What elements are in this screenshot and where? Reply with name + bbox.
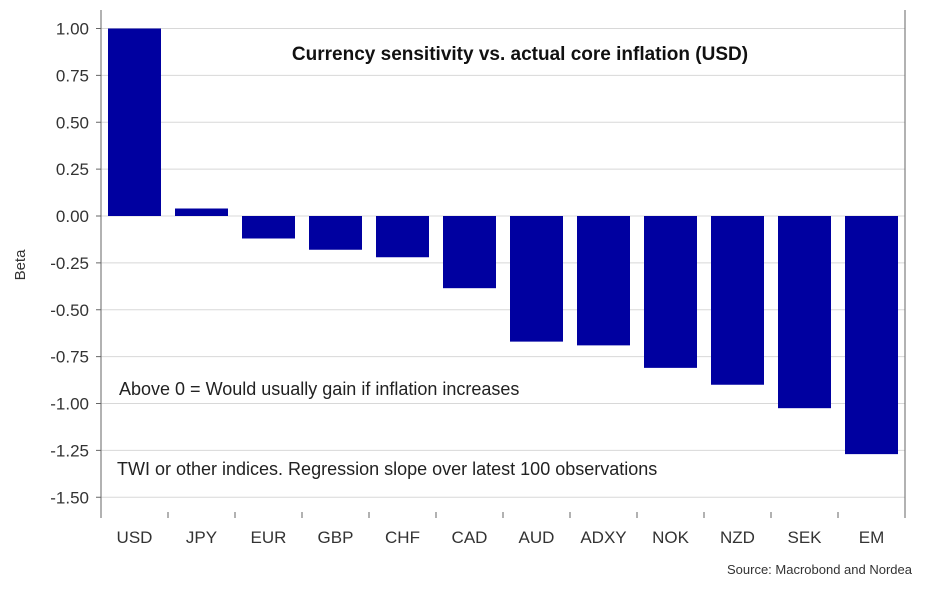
bar-gbp: [309, 216, 362, 250]
y-tick-label: -1.00: [50, 395, 89, 414]
y-tick-label: -0.50: [50, 301, 89, 320]
bar-usd: [108, 28, 161, 216]
y-tick-label: 0.00: [56, 207, 89, 226]
x-tick-label: EM: [859, 528, 885, 547]
y-tick-label: -0.25: [50, 254, 89, 273]
bar-eur: [242, 216, 295, 239]
x-tick-label: NZD: [720, 528, 755, 547]
x-tick-label: ADXY: [580, 528, 626, 547]
annotation-method: TWI or other indices. Regression slope o…: [117, 459, 657, 479]
x-tick-label: GBP: [318, 528, 354, 547]
x-tick-label: CAD: [452, 528, 488, 547]
x-tick-label: USD: [117, 528, 153, 547]
x-tick-label: CHF: [385, 528, 420, 547]
bar-sek: [778, 216, 831, 409]
y-axis-label: Beta: [12, 249, 29, 281]
x-tick-label: EUR: [251, 528, 287, 547]
bar-nzd: [711, 216, 764, 385]
y-tick-label: 0.75: [56, 66, 89, 85]
y-tick-label: 1.00: [56, 20, 89, 39]
chart-title: Currency sensitivity vs. actual core inf…: [292, 44, 748, 65]
x-tick-label: JPY: [186, 528, 217, 547]
annotation-above-zero: Above 0 = Would usually gain if inflatio…: [119, 379, 519, 399]
y-tick-label: -1.25: [50, 441, 89, 460]
bar-cad: [443, 216, 496, 289]
y-tick-label: -1.50: [50, 488, 89, 507]
source-note: Source: Macrobond and Nordea: [727, 562, 913, 577]
bars: [108, 28, 898, 455]
bar-aud: [510, 216, 563, 342]
x-tick-label: SEK: [787, 528, 822, 547]
y-tick-label: -0.75: [50, 348, 89, 367]
x-tick-label: AUD: [519, 528, 555, 547]
y-tick-label: 0.50: [56, 113, 89, 132]
bar-nok: [644, 216, 697, 368]
x-tick-label: NOK: [652, 528, 690, 547]
bar-em: [845, 216, 898, 455]
bar-chf: [376, 216, 429, 258]
bar-adxy: [577, 216, 630, 346]
y-tick-label: 0.25: [56, 160, 89, 179]
bar-jpy: [175, 208, 228, 216]
gridlines: [101, 28, 905, 498]
axes: 1.00 0.75 0.50 0.25 0.00 -0.25 -0.50 -0.75 -1.00…: [50, 10, 906, 547]
